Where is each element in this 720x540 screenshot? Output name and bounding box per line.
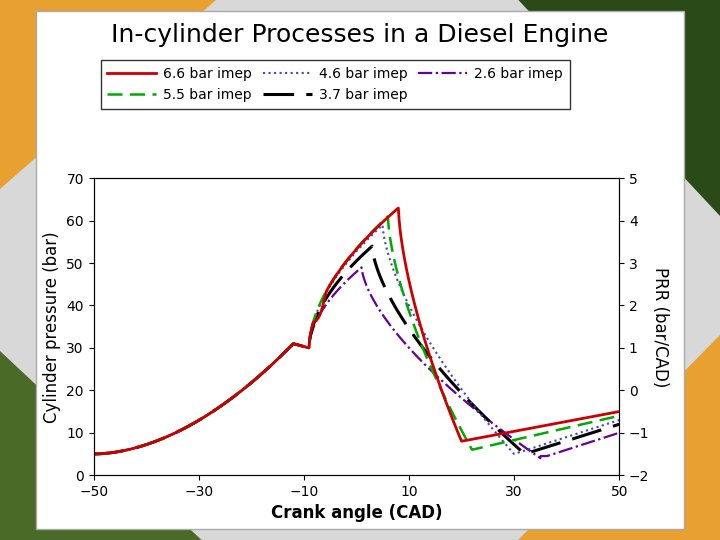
Polygon shape [518,335,720,540]
Y-axis label: PRR (bar/CAD): PRR (bar/CAD) [651,267,669,387]
Legend: 6.6 bar imep, 5.5 bar imep, 4.6 bar imep, 3.7 bar imep, 2.6 bar imep: 6.6 bar imep, 5.5 bar imep, 4.6 bar imep… [101,60,570,109]
Polygon shape [0,351,202,540]
X-axis label: Crank angle (CAD): Crank angle (CAD) [271,504,442,523]
Polygon shape [518,0,720,216]
Text: In-cylinder Processes in a Diesel Engine: In-cylinder Processes in a Diesel Engine [112,23,608,47]
Polygon shape [0,0,216,189]
Y-axis label: Cylinder pressure (bar): Cylinder pressure (bar) [42,231,60,422]
